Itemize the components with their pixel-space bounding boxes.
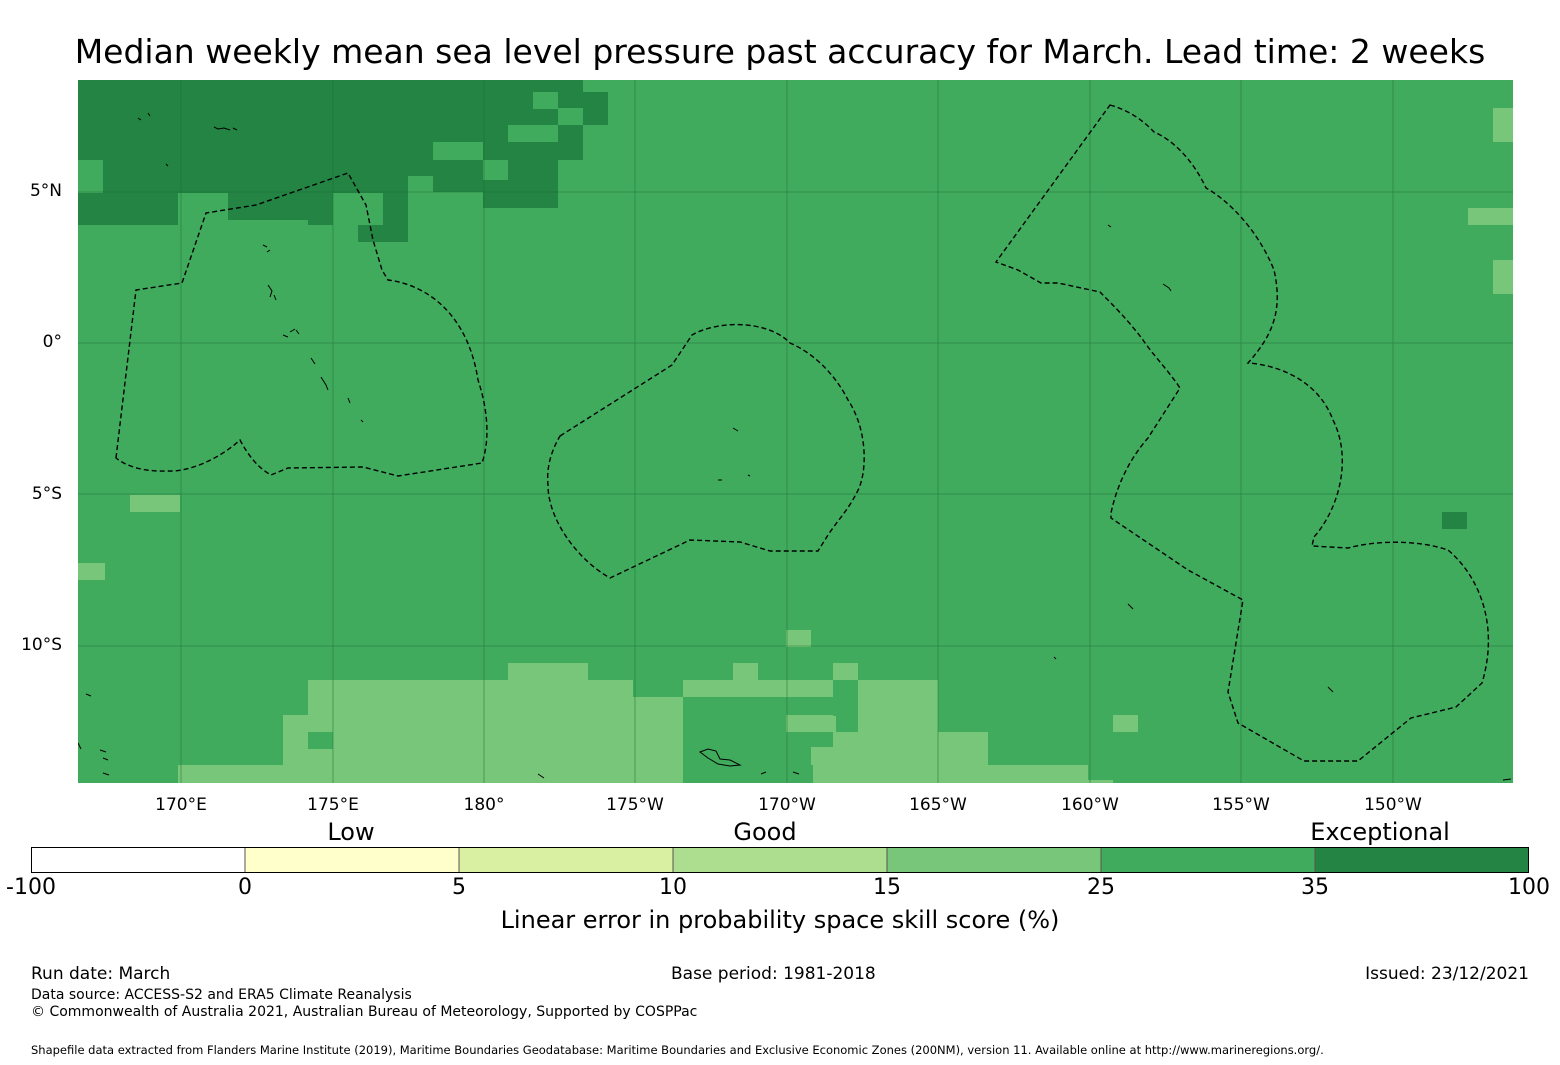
exceptional-skill-region xyxy=(78,80,608,242)
lon-label-175w: 175°W xyxy=(606,795,664,815)
colorbar-tick-label: -100 xyxy=(6,875,56,900)
lon-label-150w: 150°W xyxy=(1364,795,1422,815)
colorbar-tick-label: 15 xyxy=(873,875,901,900)
lat-label-10s: 10°S xyxy=(21,635,62,655)
island-outlines xyxy=(78,112,1512,781)
shapefile-attribution: Shapefile data extracted from Flanders M… xyxy=(31,1043,1324,1057)
category-exceptional: Exceptional xyxy=(1310,818,1450,846)
colorbar-bin xyxy=(673,847,888,873)
graticule xyxy=(78,80,1513,783)
lat-label-5s: 5°S xyxy=(31,484,62,504)
lat-label-0: 0° xyxy=(42,332,62,352)
map-title: Median weekly mean sea level pressure pa… xyxy=(74,32,1486,71)
copyright-notice: © Commonwealth of Australia 2021, Austra… xyxy=(31,1004,698,1020)
lon-label-165w: 165°W xyxy=(909,795,967,815)
colorbar-axis-label: Linear error in probability space skill … xyxy=(500,906,1060,934)
category-good: Good xyxy=(733,818,797,846)
good-skill-patches-south xyxy=(78,680,858,783)
colorbar-tick-label: 35 xyxy=(1301,875,1329,900)
lon-label-175e: 175°E xyxy=(307,795,359,815)
colorbar-bin xyxy=(459,847,674,873)
lon-label-180: 180° xyxy=(463,795,505,815)
base-period: Base period: 1981-2018 xyxy=(671,964,876,984)
eez-boundaries xyxy=(115,104,1489,762)
run-date: Run date: March xyxy=(31,964,171,984)
data-source: Data source: ACCESS-S2 and ERA5 Climate … xyxy=(31,987,412,1003)
lon-label-170e: 170°E xyxy=(155,795,207,815)
lon-label-155w: 155°W xyxy=(1212,795,1270,815)
category-low: Low xyxy=(327,818,375,846)
colorbar-tick-label: 0 xyxy=(238,875,252,900)
lon-label-160w: 160°W xyxy=(1061,795,1119,815)
colorbar-bin xyxy=(1101,847,1316,873)
issued-date: Issued: 23/12/2021 xyxy=(1365,964,1529,984)
colorbar-bin xyxy=(887,847,1102,873)
exceptional-skill-patch-east xyxy=(1442,512,1467,529)
colorbar-tick-label: 100 xyxy=(1508,875,1550,900)
colorbar xyxy=(31,847,1530,873)
colorbar-bin xyxy=(1315,847,1530,873)
lat-label-5n: 5°N xyxy=(29,181,62,201)
good-skill-patches-north xyxy=(78,80,633,230)
colorbar-bin xyxy=(31,847,246,873)
colorbar-tick-label: 10 xyxy=(659,875,687,900)
colorbar-tick-label: 5 xyxy=(452,875,466,900)
moderate-skill-patches xyxy=(78,108,1513,783)
lon-label-170w: 170°W xyxy=(758,795,816,815)
colorbar-bin xyxy=(245,847,460,873)
colorbar-tick-label: 25 xyxy=(1087,875,1115,900)
skill-score-map xyxy=(78,80,1513,783)
